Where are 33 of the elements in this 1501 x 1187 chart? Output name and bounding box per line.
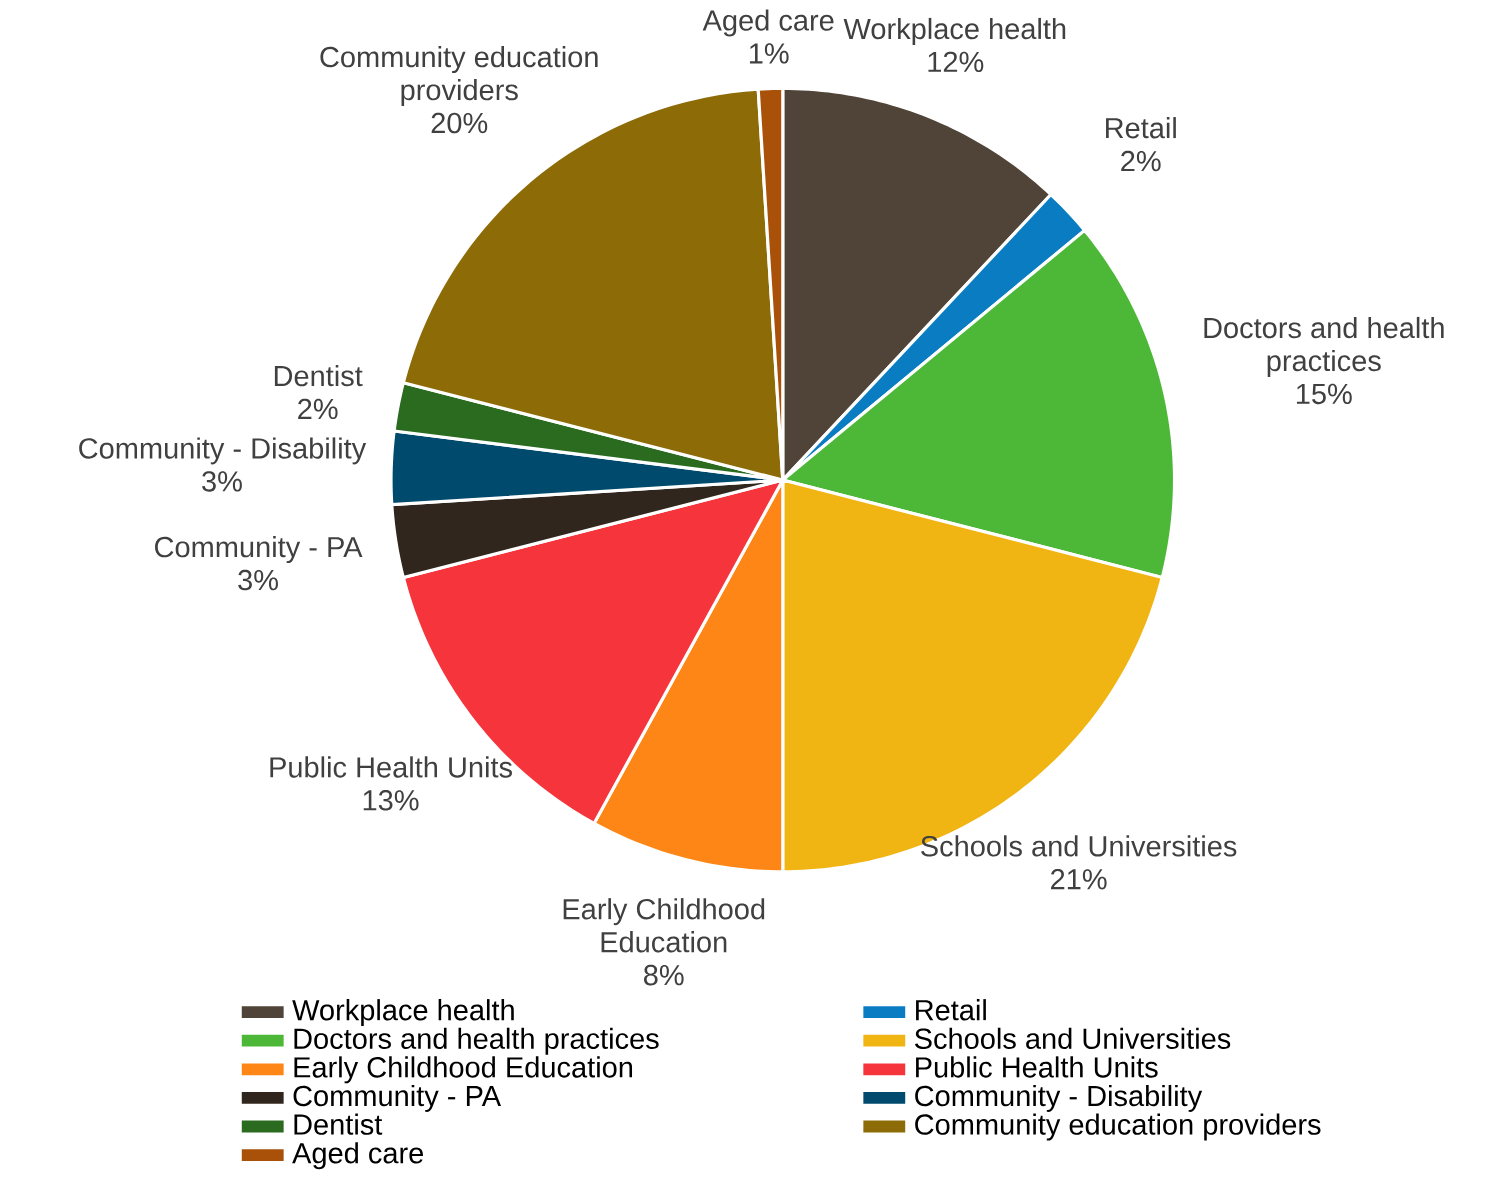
data-label: 8% bbox=[643, 964, 684, 986]
data-label: 21% bbox=[1051, 868, 1107, 890]
data-label: 1% bbox=[749, 43, 789, 64]
legend-label: Aged care bbox=[292, 1142, 424, 1170]
legend-label: Doctors and health practices bbox=[294, 1027, 659, 1055]
data-label: 12% bbox=[928, 51, 984, 73]
legend-label: Dentist bbox=[294, 1113, 383, 1135]
slice-label: Workplace health bbox=[843, 17, 1066, 45]
slice-label: Public Health Units bbox=[270, 756, 512, 778]
data-label: 15% bbox=[1296, 383, 1352, 405]
data-label: 2% bbox=[1121, 150, 1161, 172]
slice-label: Aged care bbox=[702, 9, 834, 37]
slice-label: Schools and Universities bbox=[921, 835, 1237, 857]
slice-label: Doctors and health practices bbox=[1204, 316, 1444, 377]
slice-label: Early Childhood Education bbox=[563, 898, 765, 953]
legend-label: Workplace health bbox=[292, 999, 514, 1027]
legend-label: Early Childhood Education bbox=[294, 1056, 633, 1084]
legend-label: Community - PA bbox=[293, 1084, 502, 1112]
legend-label: Schools and Universities bbox=[914, 1027, 1231, 1049]
data-label: 20% bbox=[431, 112, 488, 134]
data-label: 3% bbox=[238, 569, 278, 591]
slice-label: Retail bbox=[1106, 117, 1176, 139]
slice-label: Dentist bbox=[274, 364, 363, 387]
legend-label: Public Health Units bbox=[916, 1056, 1158, 1078]
slice-label: Community - Disability bbox=[79, 437, 367, 465]
data-label: 2% bbox=[298, 398, 338, 420]
data-label: 13% bbox=[363, 790, 419, 811]
legend-label: Retail bbox=[916, 999, 986, 1021]
slice-label: Community - PA bbox=[155, 536, 363, 564]
data-label: 3% bbox=[202, 471, 242, 492]
legend-label: Community education providers bbox=[915, 1113, 1321, 1141]
slice-label: Community education providers bbox=[320, 46, 598, 106]
legend-label: Community - Disability bbox=[915, 1084, 1203, 1112]
